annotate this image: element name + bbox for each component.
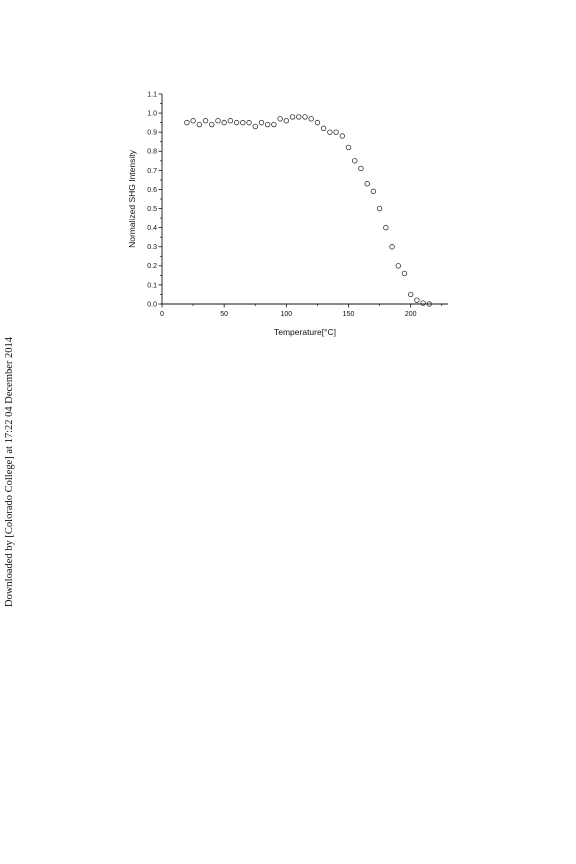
y-tick-label: 0.7 — [147, 168, 157, 175]
y-tick-label: 0.3 — [147, 244, 157, 251]
data-point — [370, 188, 377, 195]
x-axis-label: Temperature[°C] — [274, 327, 336, 337]
data-point — [221, 119, 227, 126]
data-point — [389, 244, 395, 250]
data-point — [184, 119, 190, 126]
data-point — [289, 114, 296, 120]
data-point — [333, 129, 339, 135]
data-point — [407, 291, 414, 298]
data-point — [227, 118, 234, 124]
data-point — [277, 116, 283, 122]
y-tick-label: 1.1 — [147, 91, 157, 98]
data-point — [376, 205, 383, 212]
data-point — [420, 300, 426, 306]
x-tick-label: 0 — [160, 311, 164, 318]
data-point — [209, 121, 215, 128]
data-point — [240, 119, 246, 126]
x-tick-label: 100 — [281, 311, 293, 318]
data-point — [327, 129, 333, 135]
data-point — [271, 121, 277, 128]
y-tick-label: 0.0 — [147, 301, 157, 308]
y-tick-label: 1.0 — [147, 110, 157, 117]
data-point — [264, 121, 271, 128]
y-tick-label: 0.2 — [147, 263, 157, 270]
data-point — [358, 165, 364, 172]
y-tick-label: 0.8 — [147, 149, 157, 156]
data-point — [395, 263, 401, 269]
data-point — [401, 270, 408, 277]
data-point — [426, 301, 433, 307]
x-tick-label: 50 — [220, 311, 228, 318]
data-point — [215, 118, 221, 124]
data-point — [308, 116, 314, 122]
tick-labels: 0 50 100 150 200 0.0 0.1 0.2 0.3 0.4 0.5 0.6 0.7 0.8 0… — [147, 91, 416, 318]
data-point — [258, 119, 265, 126]
data-point — [364, 181, 370, 187]
x-tick-label: 150 — [343, 311, 355, 318]
data-point — [414, 297, 420, 303]
data-point — [233, 119, 240, 126]
data-point — [283, 118, 290, 124]
x-tick-label: 200 — [405, 311, 417, 318]
data-point — [190, 118, 196, 124]
data-point — [302, 114, 308, 120]
data-point — [352, 158, 358, 164]
y-axis-label: Normalized SHG Intensity — [127, 149, 137, 248]
y-tick-label: 0.1 — [147, 282, 157, 289]
data-point — [383, 224, 389, 231]
y-tick-label: 0.6 — [147, 187, 157, 194]
data-point — [314, 119, 321, 126]
y-tick-label: 0.4 — [147, 225, 157, 232]
data-point — [339, 133, 346, 139]
data-point — [252, 123, 258, 130]
data-points — [184, 114, 433, 307]
y-tick-label: 0.9 — [147, 130, 157, 137]
data-point — [246, 119, 252, 126]
data-point — [202, 118, 209, 124]
data-point — [320, 125, 327, 132]
data-point — [196, 121, 203, 128]
data-point — [345, 144, 352, 151]
data-point — [296, 114, 302, 120]
y-tick-label: 0.5 — [147, 206, 157, 213]
